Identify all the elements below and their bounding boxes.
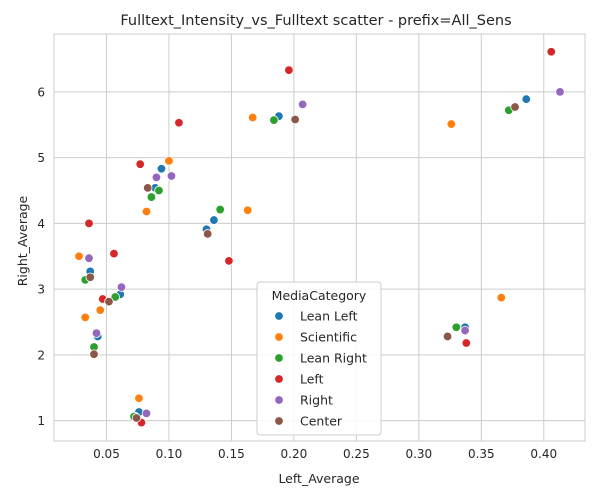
x-tick-label: 0.05 [93,447,120,461]
x-tick-label: 0.30 [405,447,432,461]
point-right [141,408,152,419]
y-tick-label: 2 [37,348,45,362]
point-lean-left [209,215,219,225]
x-tick-label: 0.40 [530,447,557,461]
point-lean-right [215,204,225,215]
point-center [89,349,99,359]
point-left [84,218,94,229]
point-center [85,272,95,282]
legend-marker-center [274,416,284,426]
point-left [461,338,472,348]
point-right [460,325,470,336]
point-scientific [74,251,84,261]
point-scientific [80,312,90,323]
x-tick-label: 0.20 [281,447,308,461]
point-right [116,282,127,292]
x-tick-label: 0.10 [156,447,183,461]
legend-label-center: Center [300,414,343,429]
chart-title: Fulltext_Intensity_vs_Fulltext scatter -… [120,13,511,29]
legend-marker-lean-left [274,311,284,321]
point-scientific [247,112,258,123]
point-left [109,248,119,259]
point-lean-right [451,322,462,332]
point-center [290,114,300,125]
legend-label-left: Left [300,372,324,387]
legend-label-lean-left: Lean Left [300,309,358,324]
point-left [174,118,184,128]
legend: MediaCategory Lean Left Scientific Lean Ri… [256,281,382,436]
y-tick-label: 4 [37,217,45,231]
point-lean-right [146,192,157,202]
point-right [84,253,94,263]
y-tick-label: 1 [37,414,45,428]
point-scientific [496,292,506,303]
y-tick-label: 3 [37,283,45,297]
point-center [202,229,213,239]
y-axis-label: Right_Average [15,195,30,286]
legend-marker-lean-right [274,353,284,363]
point-right [297,99,308,110]
point-center [131,413,142,423]
point-scientific [141,206,152,217]
legend-marker-right [274,395,284,405]
y-tick-label: 6 [37,85,45,99]
point-center [442,331,453,342]
point-left [546,47,556,57]
point-lean-left [156,164,167,174]
point-scientific [95,305,105,315]
x-tick-label: 0.25 [343,447,370,461]
point-right [555,87,565,97]
legend-title: MediaCategory [272,288,367,303]
data-points [74,47,565,428]
point-scientific [242,205,253,215]
legend-label-right: Right [300,393,333,408]
x-tick-label: 0.15 [218,447,245,461]
point-lean-left [521,94,531,104]
tick-labels: 0.05 0.10 0.15 0.20 0.25 0.30 0.35 0.40 1 2 3 4 5 6 [37,85,557,461]
point-lean-right [110,292,120,302]
point-right [166,171,177,181]
point-right [91,328,102,338]
legend-label-lean-right: Lean Right [300,351,367,366]
x-tick-label: 0.35 [468,447,495,461]
point-center [510,102,520,112]
point-left [135,159,145,169]
point-center [104,296,114,307]
x-axis-label: Left_Average [278,471,359,486]
legend-marker-scientific [274,332,284,342]
point-right [151,172,162,183]
point-lean-right [269,115,279,125]
point-center [143,183,153,193]
legend-box [256,281,382,436]
point-scientific [164,156,174,166]
legend-label-scientific: Scientific [300,330,357,345]
point-left [224,256,234,266]
point-scientific [134,393,144,403]
y-tick-label: 5 [37,151,45,165]
point-lean-right [154,185,164,196]
point-scientific [446,119,457,129]
legend-marker-left [274,374,284,384]
point-left [284,65,294,75]
